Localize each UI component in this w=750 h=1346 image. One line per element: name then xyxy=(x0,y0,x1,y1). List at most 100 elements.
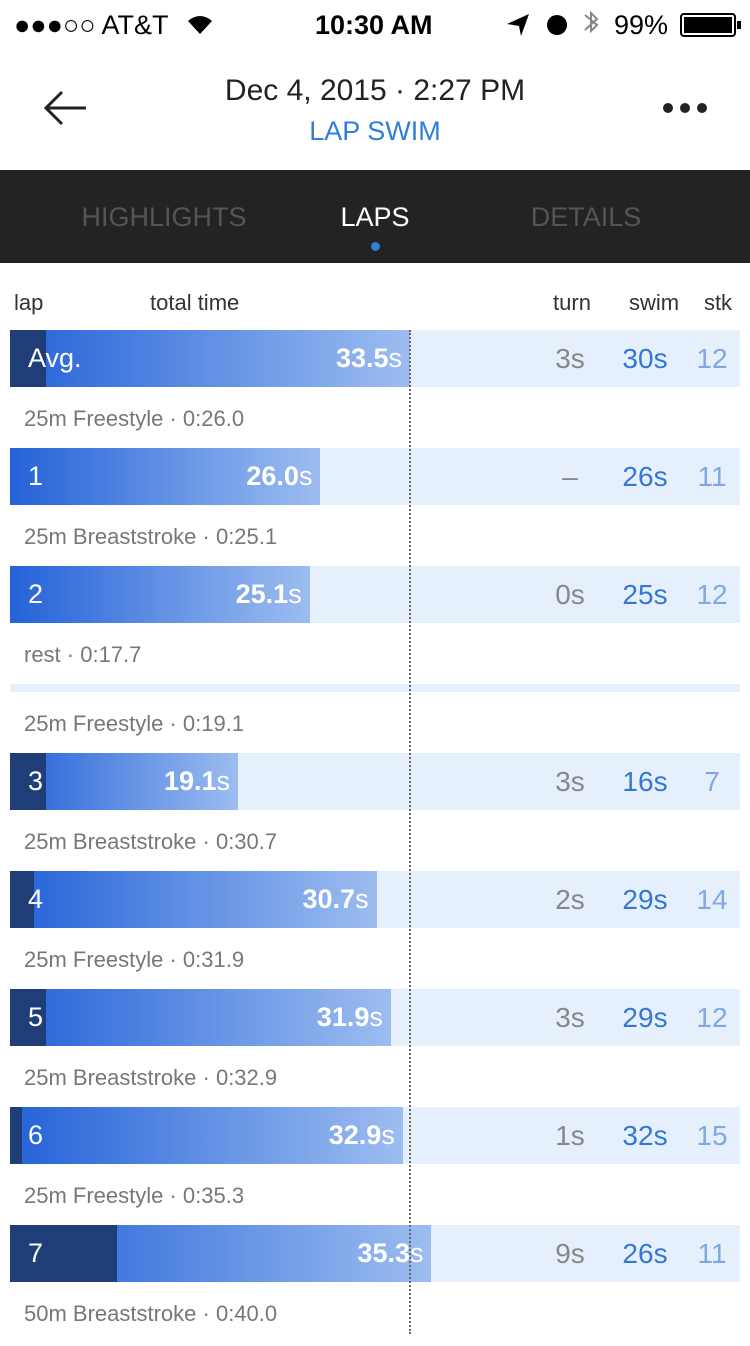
tab[interactable]: HIGHLIGHTS xyxy=(81,202,247,232)
turn-time: 1s xyxy=(555,1120,585,1151)
lap-row[interactable]: 4 30.7s 2s 29s 14 xyxy=(10,871,740,928)
more-button[interactable] xyxy=(660,100,710,116)
time-bar: 1 26.0s xyxy=(10,448,321,505)
column-header: stk xyxy=(703,290,733,315)
turn-time: – xyxy=(562,461,578,492)
strokes: 12 xyxy=(696,1002,728,1033)
strokes: 7 xyxy=(704,766,720,797)
swim-time: 32s xyxy=(622,1120,668,1151)
total-time: 25.1s xyxy=(235,579,302,609)
unit: s xyxy=(409,1238,424,1268)
swim-time: 29s xyxy=(622,1002,668,1033)
total-time: 26.0s xyxy=(246,461,313,491)
lap-row[interactable]: 2 25.1s 0s 25s 12 xyxy=(10,566,740,623)
turn-time: 3s xyxy=(555,766,585,797)
turn-bar xyxy=(10,871,34,928)
strokes: 11 xyxy=(697,461,727,492)
turn-bar xyxy=(10,1107,22,1164)
total-time: 19.1s xyxy=(163,766,231,796)
turn-time: 9s xyxy=(555,1238,585,1269)
status-bar: ●●●○○ AT&T 10:30 AM 99% xyxy=(0,0,750,50)
status-icons xyxy=(507,10,599,36)
lap-row[interactable]: 1 26.0s – 26s 11 xyxy=(10,448,740,505)
unit: s xyxy=(216,766,231,796)
lap-note: 25m Breaststroke · 0:25.1 xyxy=(24,524,278,549)
time-bar: Avg. 33.5s xyxy=(10,330,410,387)
turn-time: 2s xyxy=(555,884,585,915)
unit: s xyxy=(388,343,403,373)
turn-time: 3s xyxy=(555,343,585,374)
lap-label: 4 xyxy=(28,884,44,914)
lap-note: 25m Freestyle · 0:26.0 xyxy=(24,406,245,431)
swim-time: 26s xyxy=(622,461,668,492)
swim-time: 29s xyxy=(622,884,668,915)
swim-time: 30s xyxy=(622,343,668,374)
time-bar: 4 30.7s xyxy=(10,871,377,928)
tab-bar: HIGHLIGHTS LAPS DETAILS xyxy=(0,170,750,263)
lap-label: 6 xyxy=(28,1120,44,1150)
column-header: swim xyxy=(628,290,680,315)
back-button[interactable] xyxy=(40,88,90,128)
clock: 10:30 AM xyxy=(315,10,433,40)
total-time: 31.9s xyxy=(316,1002,383,1032)
lap-row[interactable]: 3 19.1s 3s 16s 7 xyxy=(10,753,740,810)
lap-row[interactable]: 7 35.3s 9s 26s 11 xyxy=(10,1225,740,1282)
lap-label: 1 xyxy=(28,461,44,491)
lap-label: 5 xyxy=(28,1002,44,1032)
total-time: 35.3s xyxy=(357,1238,424,1268)
unit: s xyxy=(355,884,369,914)
tab-indicator xyxy=(371,242,380,251)
lap-note: rest · 0:17.7 xyxy=(24,642,142,667)
lap-row[interactable]: Avg. 33.5s 3s 30s 12 xyxy=(10,330,740,387)
nav-header: Dec 4, 2015 · 2:27 PM LAP SWIM xyxy=(0,50,750,171)
strokes: 11 xyxy=(697,1238,727,1269)
lap-note: 25m Freestyle · 0:31.9 xyxy=(24,947,245,972)
column-header: lap xyxy=(14,290,44,315)
lap-label: Avg. xyxy=(28,343,82,373)
time-bar: 2 25.1s xyxy=(10,566,310,623)
tab[interactable]: LAPS xyxy=(340,202,410,232)
total-time: 33.5s xyxy=(335,343,403,373)
unit: s xyxy=(369,1002,383,1032)
time-bar: 6 32.9s xyxy=(10,1107,403,1164)
lap-list: Avg. 33.5s 3s 30s 12 25m Freestyle · 0:26.0 1 2… xyxy=(0,330,750,1343)
battery-text: 99% xyxy=(614,10,669,40)
strokes: 15 xyxy=(696,1120,728,1151)
unit: s xyxy=(288,579,302,609)
swim-time: 16s xyxy=(622,766,668,797)
swim-time: 25s xyxy=(622,579,668,610)
total-time: 30.7s xyxy=(302,884,369,914)
lap-note: 25m Freestyle · 0:35.3 xyxy=(24,1183,245,1208)
lap-row[interactable]: 6 32.9s 1s 32s 15 xyxy=(10,1107,740,1164)
lap-row[interactable]: 5 31.9s 3s 29s 12 xyxy=(10,989,740,1046)
battery-icon xyxy=(680,13,741,37)
lap-note: 25m Breaststroke · 0:30.7 xyxy=(24,829,278,854)
strokes: 12 xyxy=(696,343,728,374)
strokes: 14 xyxy=(696,884,728,915)
turn-bar xyxy=(10,1225,118,1282)
unit: s xyxy=(381,1120,395,1150)
lap-label: 2 xyxy=(28,579,44,609)
wifi-icon xyxy=(188,16,212,34)
lap-label: 3 xyxy=(28,766,44,796)
average-line xyxy=(409,330,411,1334)
turn-bar xyxy=(10,330,46,387)
unit: s xyxy=(298,461,313,491)
time-bar: 3 19.1s xyxy=(10,753,239,810)
lap-note: 25m Breaststroke · 0:32.9 xyxy=(24,1065,278,1090)
turn-time: 0s xyxy=(555,579,585,610)
tab[interactable]: DETAILS xyxy=(530,202,642,232)
carrier: ●●●○○ AT&T xyxy=(14,10,169,40)
title: Dec 4, 2015 · 2:27 PM xyxy=(224,74,526,107)
column-header: total time xyxy=(150,290,240,315)
lap-note: 25m Freestyle · 0:19.1 xyxy=(24,711,245,736)
column-header: turn xyxy=(553,290,591,315)
swim-time: 26s xyxy=(622,1238,668,1269)
time-bar: 5 31.9s xyxy=(10,989,391,1046)
time-bar: 7 35.3s xyxy=(10,1225,432,1282)
rest-divider xyxy=(10,684,740,692)
subtitle: LAP SWIM xyxy=(309,116,441,146)
turn-time: 3s xyxy=(555,1002,585,1033)
strokes: 12 xyxy=(696,579,728,610)
